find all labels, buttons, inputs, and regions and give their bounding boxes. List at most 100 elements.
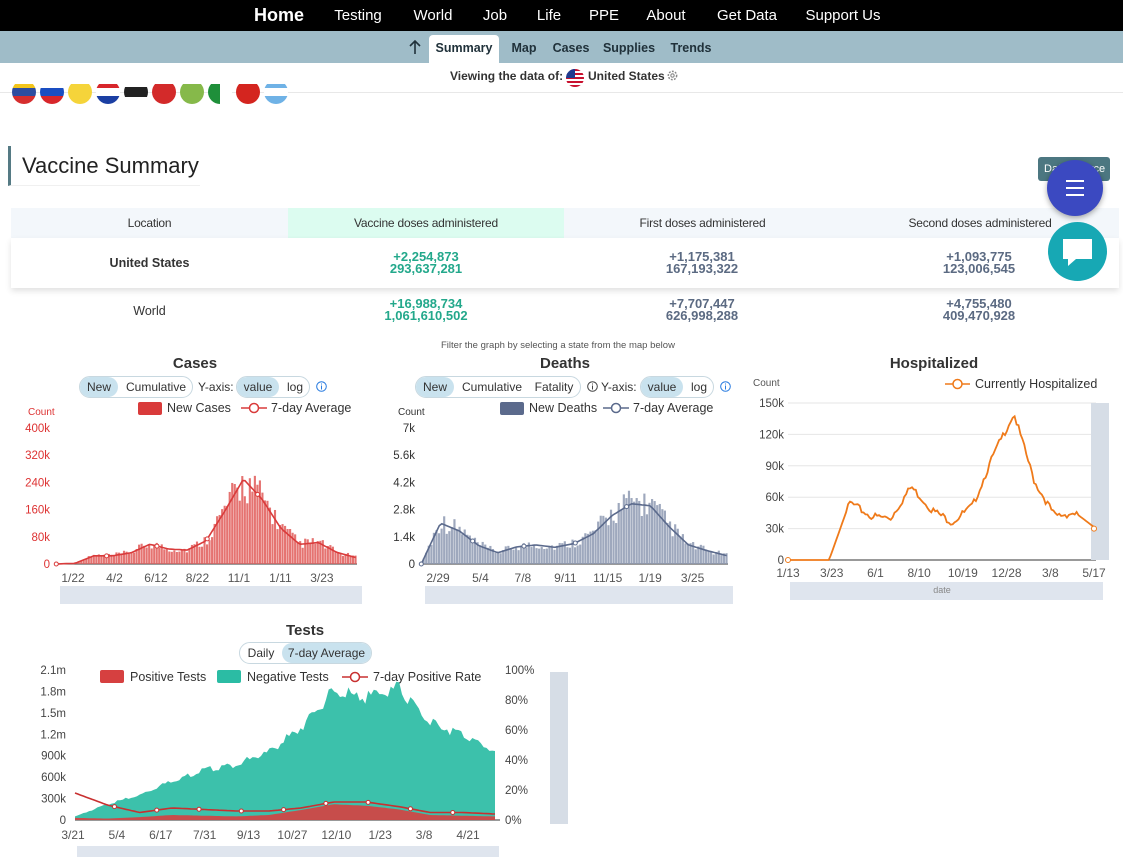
bar [100, 555, 103, 564]
header-location[interactable]: Location [127, 216, 172, 230]
nav-support-us[interactable]: Support Us [805, 7, 881, 24]
y2-tick-label: 100% [505, 665, 534, 677]
y-axis-title: Count [28, 407, 55, 418]
tab-map[interactable]: Map [511, 41, 537, 55]
info-icon[interactable] [587, 381, 598, 392]
deaths-cumulative-option[interactable]: Cumulative [461, 380, 523, 394]
legend-label: 7-day Average [633, 401, 713, 415]
bar [594, 530, 597, 564]
x-tick-label: 7/8 [515, 571, 532, 585]
table-row[interactable]: United States +2,254,873 293,637,281 +1,1… [11, 238, 1119, 288]
tab-cases[interactable]: Cases [552, 41, 590, 55]
deaths-new-option[interactable]: New [416, 377, 454, 397]
bar [504, 546, 507, 564]
bar [221, 509, 224, 564]
bar [481, 541, 484, 564]
tab-supplies[interactable]: Supplies [602, 41, 656, 55]
bar [663, 510, 666, 564]
header-second-doses[interactable]: Second doses administered [908, 216, 1052, 230]
flag-icon[interactable] [68, 84, 92, 104]
cases-cumulative-option[interactable]: Cumulative [125, 380, 187, 394]
rate-point [323, 800, 329, 806]
bar [95, 556, 98, 564]
scroll-top-icon[interactable] [408, 39, 422, 55]
bar [599, 515, 602, 564]
bar [203, 537, 206, 564]
info-icon[interactable] [316, 381, 327, 392]
row-value: +1,093,775 123,006,545 [942, 249, 1016, 276]
y-tick-label: 1.4k [393, 532, 415, 544]
y-tick-label: 90k [765, 461, 784, 473]
bar [668, 521, 672, 564]
bar [125, 551, 128, 564]
bar [468, 535, 471, 564]
header-first-doses[interactable]: First doses administered [639, 216, 766, 230]
gear-icon[interactable] [666, 69, 679, 82]
flag-icon[interactable] [180, 84, 204, 104]
deaths-fatality-option[interactable]: Fatality [534, 380, 574, 394]
bar [571, 539, 574, 564]
header-vaccine-doses[interactable]: Vaccine doses administered [288, 208, 564, 238]
flag-icon[interactable] [264, 84, 288, 104]
bar [609, 509, 613, 564]
rate-point [196, 806, 202, 812]
nav-about[interactable]: About [646, 7, 686, 24]
bar [502, 550, 505, 564]
tests-7day-option[interactable]: 7-day Average [282, 643, 371, 663]
hospitalized-title: Hospitalized [889, 355, 979, 372]
nav-testing[interactable]: Testing [334, 7, 382, 24]
y-tick-label: 30k [765, 524, 784, 536]
cases-new-option[interactable]: New [80, 377, 118, 397]
bar [130, 552, 133, 564]
bar [658, 503, 661, 564]
nav-home[interactable]: Home [253, 5, 305, 25]
menu-fab-button[interactable] [1047, 160, 1103, 216]
menu-icon [1066, 187, 1084, 189]
row-location: World [133, 304, 166, 318]
nav-get-data[interactable]: Get Data [716, 7, 778, 24]
hospitalized-chart[interactable]: Currently Hospitalized Count 0 30k 60k 90k 120… [750, 370, 1120, 606]
nav-life[interactable]: Life [536, 7, 562, 24]
deaths-log-option[interactable]: log [690, 380, 707, 394]
bar [185, 552, 188, 564]
bar [105, 555, 108, 564]
flag-icon[interactable] [236, 84, 260, 104]
bar [615, 523, 618, 564]
flag-icon[interactable] [96, 84, 120, 104]
nav-job[interactable]: Job [482, 7, 508, 24]
cases-value-option[interactable]: value [237, 377, 279, 397]
legend-label: New Cases [167, 401, 231, 415]
bar [715, 552, 718, 564]
x-tick-label: 4/21 [456, 828, 480, 842]
flag-icon[interactable] [12, 84, 36, 104]
tests-chart[interactable]: Positive Tests Negative Tests 7-day Positi… [20, 660, 580, 857]
legend-swatch [217, 670, 241, 683]
flag-icon[interactable] [208, 84, 232, 104]
deaths-yaxis-label: Y-axis: [601, 380, 637, 394]
cases-log-option[interactable]: log [286, 380, 303, 394]
x-tick-label: 1/22 [61, 571, 85, 585]
selected-country[interactable]: United States [588, 69, 665, 83]
tests-daily-option[interactable]: Daily [247, 646, 275, 660]
flag-icon[interactable] [124, 84, 148, 104]
us-flag-icon [566, 69, 584, 87]
tab-trends[interactable]: Trends [670, 41, 712, 55]
deaths-value-option[interactable]: value [641, 377, 683, 397]
nav-ppe[interactable]: PPE [588, 7, 620, 24]
nav-world[interactable]: World [413, 7, 453, 24]
deaths-chart[interactable]: New Deaths 7-day Average Count 0 1.4k 2.8k 4.2… [390, 398, 735, 608]
legend-label: 7-day Positive Rate [373, 670, 481, 684]
tab-summary[interactable]: Summary [435, 41, 493, 55]
bar [527, 542, 530, 564]
bar [722, 553, 726, 564]
bar [702, 545, 705, 564]
cases-chart[interactable]: New Cases 7-day Average Count 0 80k 160k 240k 3… [20, 398, 365, 608]
chat-fab-button[interactable] [1048, 222, 1107, 281]
bar [710, 551, 713, 564]
bar [643, 493, 646, 564]
menu-icon [1066, 180, 1084, 182]
y-tick-label: 0 [60, 815, 66, 827]
info-icon[interactable] [720, 381, 731, 392]
flag-icon[interactable] [40, 84, 64, 104]
flag-icon[interactable] [152, 84, 176, 104]
